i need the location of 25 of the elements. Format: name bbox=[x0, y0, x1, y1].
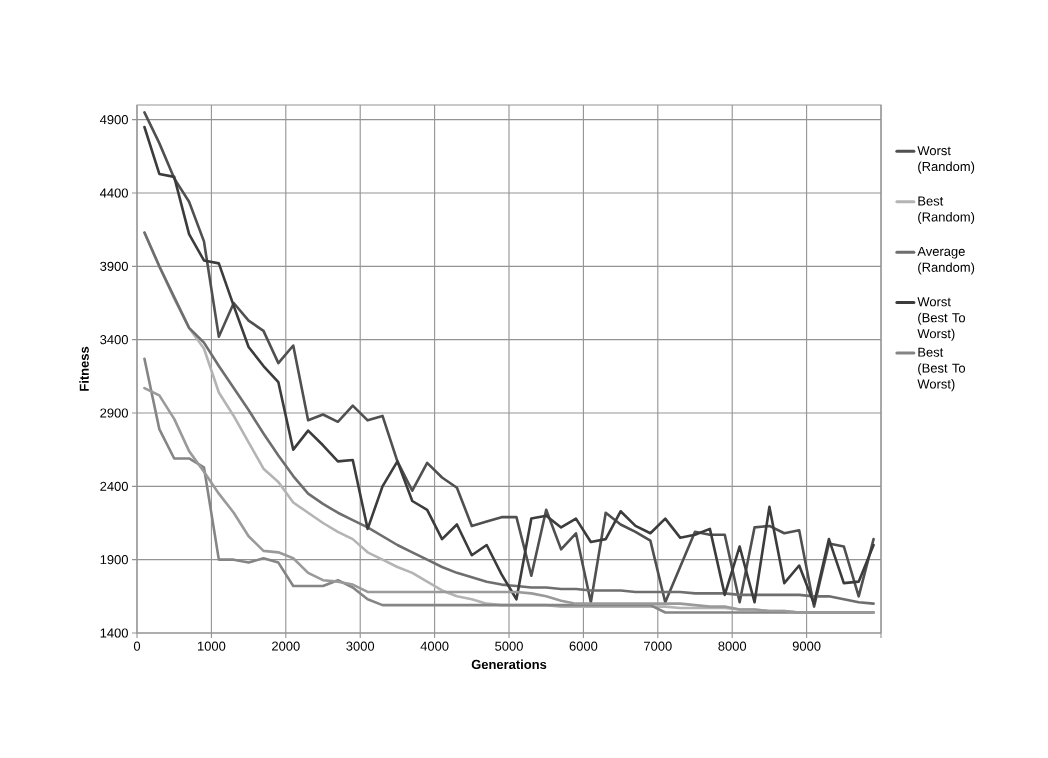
y-tick-label: 4400 bbox=[99, 188, 128, 198]
y-tick-label: 1400 bbox=[100, 628, 128, 638]
x-tick-label: 7000 bbox=[644, 641, 672, 651]
legend-label: Worst (Best To Worst) bbox=[917, 297, 966, 341]
x-tick-label: 2000 bbox=[272, 641, 300, 651]
y-tick-label: 2900 bbox=[100, 408, 128, 418]
legend-label: Worst (Random) bbox=[917, 146, 975, 174]
x-tick-label: 6000 bbox=[569, 641, 598, 651]
x-axis-title: Generations bbox=[471, 659, 547, 670]
y-tick-label: 4900 bbox=[99, 115, 128, 125]
legend-label: Average (Random) bbox=[917, 246, 975, 275]
x-tick-label: 9000 bbox=[792, 641, 821, 651]
x-tick-label: 3000 bbox=[346, 641, 375, 651]
y-axis-title: Fitness bbox=[79, 346, 89, 391]
y-tick-label: 3400 bbox=[100, 335, 128, 345]
y-tick-label: 3900 bbox=[100, 261, 128, 271]
x-tick-label: 4000 bbox=[420, 641, 449, 651]
x-tick-label: 5000 bbox=[495, 641, 523, 651]
y-tick-label: 1900 bbox=[100, 555, 128, 565]
legend-label: Best (Random) bbox=[918, 196, 975, 225]
legend-label: Best (Best To Worst) bbox=[917, 347, 966, 392]
x-tick-label: 1000 bbox=[197, 641, 226, 651]
y-tick-label: 2400 bbox=[100, 481, 128, 491]
x-tick-label: 8000 bbox=[718, 641, 747, 651]
x-tick-label: 0 bbox=[133, 641, 141, 651]
